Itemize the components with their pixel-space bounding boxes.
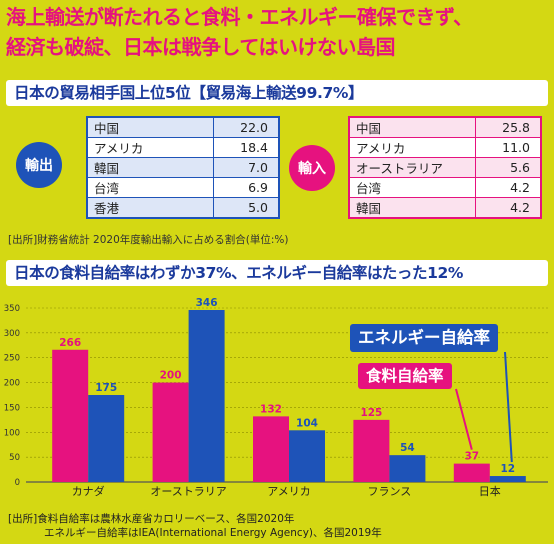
self-sufficiency-title: 日本の食料自給率はわずか37%、エネルギー自給率はたった12% [6,260,548,286]
y-tick-label: 200 [4,379,20,389]
share-value: 5.0 [212,197,280,219]
category-label: アメリカ [267,485,310,498]
y-tick-label: 100 [4,428,20,438]
food-bar [52,349,89,482]
data-label: 125 [360,407,382,419]
country-name: 韓国 [86,157,214,178]
share-value: 4.2 [474,197,542,219]
share-value: 6.9 [212,177,280,198]
category-label: オーストラリア [150,485,226,498]
country-name: 韓国 [348,197,476,219]
chart-source-line-2: エネルギー自給率はIEA(International Energy Agency… [44,527,382,539]
energy-bar [389,455,426,482]
share-value: 18.4 [212,137,280,158]
data-label: 37 [464,451,479,463]
food-bar [152,382,189,482]
data-label: 346 [196,297,218,309]
import-badge: 輸入 [289,145,335,191]
table-row: 中国 25.8 [348,116,542,138]
import-table: 中国 25.8 アメリカ 11.0 オーストラリア 5.6 台湾 4.2 韓国 4.2 [348,116,542,219]
self-sufficiency-bar-chart: 0 50 100 150 200 250 300 350 266 175 カナダ 200 346 オースト… [4,297,548,498]
data-label: 104 [296,417,318,429]
chart-source-line-1: [出所]食料自給率は農林水産省カロリーベース、各国2020年 [8,513,295,525]
food-legend-callout: 食料自給率 [358,363,452,389]
trade-source-note: [出所]財務省統計 2020年度輸出輸入に占める割合(単位:%) [8,234,289,246]
energy-bar [289,430,325,482]
country-name: アメリカ [86,137,214,158]
category-label: フランス [368,485,412,498]
share-value: 22.0 [212,116,280,138]
country-name: オーストラリア [348,157,476,178]
data-label: 132 [260,403,282,415]
chart-source-note: [出所]食料自給率は農林水産省カロリーベース、各国2020年 エネルギー自給率は… [8,512,382,540]
y-tick-label: 300 [4,329,20,339]
food-bar [353,419,390,482]
country-name: 台湾 [86,177,214,198]
table-row: 台湾 4.2 [348,177,542,198]
table-row: 香港 5.0 [86,197,280,219]
share-value: 5.6 [474,157,542,178]
country-name: アメリカ [348,137,476,158]
headline-line-2: 経済も破綻、日本は戦争してはいけない島国 [6,35,396,59]
headline: 海上輸送が断たれると食料・エネルギー確保できず、 経済も破綻、日本は戦争してはい… [6,2,551,62]
data-label: 12 [500,463,515,475]
data-label: 200 [160,370,182,382]
country-name: 中国 [86,116,214,138]
data-label: 54 [400,442,415,454]
country-name: 台湾 [348,177,476,198]
energy-bar [489,476,526,482]
food-bar [253,416,289,482]
data-label: 266 [59,337,81,349]
share-value: 25.8 [474,116,542,138]
trade-title: 日本の貿易相手国上位5位【貿易海上輸送99.7%】 [6,80,548,106]
table-row: 中国 22.0 [86,116,280,138]
energy-bar [188,309,225,482]
headline-line-1: 海上輸送が断たれると食料・エネルギー確保できず、 [6,5,473,29]
energy-callout-pointer [504,351,513,463]
category-label: カナダ [72,484,105,498]
country-name: 中国 [348,116,476,138]
table-row: 台湾 6.9 [86,177,280,198]
energy-legend-callout: エネルギー自給率 [350,324,498,352]
y-tick-label: 350 [4,304,20,314]
table-row: アメリカ 18.4 [86,137,280,158]
food-callout-pointer [455,388,473,450]
y-tick-label: 150 [4,403,20,413]
share-value: 7.0 [212,157,280,178]
energy-bar [88,395,125,482]
table-row: オーストラリア 5.6 [348,157,542,178]
table-row: アメリカ 11.0 [348,137,542,158]
y-tick-label: 0 [15,478,20,488]
table-row: 韓国 7.0 [86,157,280,178]
data-label: 175 [95,382,117,394]
export-badge: 輸出 [16,142,62,188]
share-value: 4.2 [474,177,542,198]
country-name: 香港 [86,197,214,219]
share-value: 11.0 [474,137,542,158]
food-bar [453,463,490,482]
y-tick-label: 250 [4,354,20,364]
y-tick-label: 50 [9,453,20,463]
export-table: 中国 22.0 アメリカ 18.4 韓国 7.0 台湾 6.9 香港 5.0 [86,116,280,219]
table-row: 韓国 4.2 [348,197,542,219]
category-label: 日本 [479,484,501,498]
